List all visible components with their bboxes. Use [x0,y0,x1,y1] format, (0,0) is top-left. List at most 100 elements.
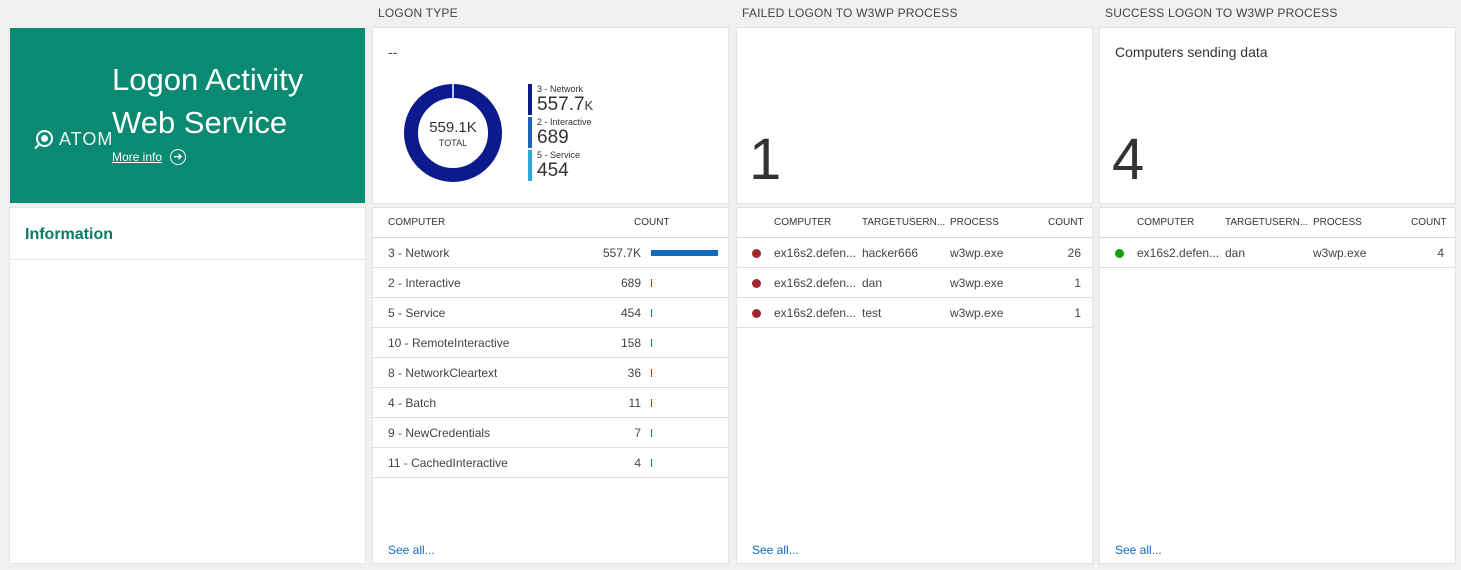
column-header-targetusername[interactable]: TARGETUSERN... [1225,217,1309,228]
count-cell: 7 [634,426,641,440]
count-cell: 454 [620,306,641,320]
table-row[interactable]: 3 - Network 557.7K [373,238,728,268]
computer-cell: ex16s2.defen... [774,306,857,320]
count-cell: 4 [634,456,641,470]
see-all-link[interactable]: See all... [752,543,799,557]
process-cell: w3wp.exe [950,246,1004,260]
table-row[interactable]: 9 - NewCredentials 7 [373,418,728,448]
legend-label: 3 - Network [537,84,584,94]
donut-total-label: TOTAL [438,137,468,148]
column-header-process[interactable]: PROCESS [950,217,999,228]
count-bar [651,279,652,287]
column-header-count[interactable]: COUNT [1411,217,1447,228]
count-cell: 689 [620,276,641,290]
table-row[interactable]: 2 - Interactive 689 [373,268,728,298]
computer-cell: 4 - Batch [388,396,437,410]
atom-logo: ATOM [34,128,113,150]
status-dot-icon [752,249,761,258]
count-bar [651,309,652,317]
table-row[interactable]: ex16s2.defen... test w3wp.exe 1 [737,298,1092,328]
targetusername-cell: hacker666 [862,246,919,260]
more-info-link[interactable]: More info ➜ [112,149,187,165]
divider [10,259,365,260]
more-info-label[interactable]: More info [112,150,163,164]
table-row[interactable]: 11 - CachedInteractive 4 [373,448,728,478]
computer-cell: 10 - RemoteInteractive [388,336,510,350]
count-cell: 1 [1074,276,1081,290]
success-logon-big-number: 4 [1112,127,1145,192]
targetusername-cell: dan [1225,246,1246,260]
count-cell: 36 [627,366,641,380]
donut-total-value: 559.1K [429,118,477,136]
table-row[interactable]: ex16s2.defen... dan w3wp.exe 4 [1100,238,1455,268]
table-row[interactable]: 4 - Batch 11 [373,388,728,418]
table-row[interactable]: 8 - NetworkCleartext 36 [373,358,728,388]
computer-cell: ex16s2.defen... [774,276,857,290]
see-all-link[interactable]: See all... [1115,543,1162,557]
targetusername-cell: test [862,306,882,320]
table-header: COMPUTER COUNT [373,208,728,238]
count-cell: 1 [1074,306,1081,320]
column-header-computer[interactable]: COMPUTER [774,217,832,228]
donut-center: 559.1K TOTAL [403,83,503,183]
legend-color-bar [528,117,532,148]
count-bar [651,429,652,437]
legend-value: 689 [537,127,569,148]
logon-type-table: COMPUTER COUNT 3 - Network 557.7K 2 - Inte… [373,208,728,563]
process-cell: w3wp.exe [1313,246,1367,260]
hero-tile: ATOM Logon Activity Web Service More inf… [10,28,365,203]
column-header-process[interactable]: PROCESS [1313,217,1362,228]
table-header: COMPUTER TARGETUSERN... PROCESS COUNT [1100,208,1455,238]
column-header-targetusername[interactable]: TARGETUSERN... [862,217,946,228]
donut-subtitle: -- [388,44,398,60]
table-row[interactable]: 10 - RemoteInteractive 158 [373,328,728,358]
success-logon-column-title: SUCCESS LOGON TO W3WP PROCESS [1105,6,1338,20]
legend-item-service[interactable]: 5 - Service 454 [528,150,593,183]
arrow-right-circle-icon[interactable]: ➜ [170,149,187,165]
status-dot-icon [1115,249,1124,258]
failed-logon-big-number: 1 [749,127,782,192]
computer-cell: ex16s2.defen... [1137,246,1220,260]
column-header-computer[interactable]: COMPUTER [1137,217,1195,228]
legend-item-network[interactable]: 3 - Network 557.7K [528,84,593,117]
legend-label: 5 - Service [537,150,581,160]
failed-logon-column-title: FAILED LOGON TO W3WP PROCESS [742,6,958,20]
table-row[interactable]: 5 - Service 454 [373,298,728,328]
count-bar [651,369,652,377]
process-cell: w3wp.exe [950,276,1004,290]
count-cell: 26 [1067,246,1081,260]
donut-legend: 3 - Network 557.7K 2 - Interactive 689 5… [528,84,593,183]
process-cell: w3wp.exe [950,306,1004,320]
computer-cell: 9 - NewCredentials [388,426,491,440]
success-subtitle: Computers sending data [1115,44,1268,60]
donut-chart[interactable] [403,83,503,183]
hero-title-line1: Logon Activity [112,62,304,97]
status-dot-icon [752,309,761,318]
hero-title: Logon Activity Web Service [112,58,303,144]
information-tile: Information [10,208,365,563]
targetusername-cell: dan [862,276,883,290]
table-row[interactable]: ex16s2.defen... dan w3wp.exe 1 [737,268,1092,298]
column-header-computer[interactable]: COMPUTER [388,217,446,228]
hero-title-line2: Web Service [112,105,288,140]
legend-item-interactive[interactable]: 2 - Interactive 689 [528,117,593,150]
success-logon-table: COMPUTER TARGETUSERN... PROCESS COUNT ex… [1100,208,1455,563]
count-bar [651,339,652,347]
information-title: Information [25,226,113,243]
logon-type-donut-tile[interactable]: -- 559.1K TOTAL 3 - Network 557.7K 2 - I… [373,28,728,203]
success-logon-count-tile[interactable]: Computers sending data 4 [1100,28,1455,203]
column-header-count[interactable]: COUNT [634,217,670,228]
legend-value: 557.7K [537,94,594,115]
failed-logon-count-tile[interactable]: 1 [737,28,1092,203]
count-bar [651,250,718,256]
count-bar [651,459,652,467]
count-cell: 158 [620,336,641,350]
legend-value: 454 [537,160,569,181]
table-header: COMPUTER TARGETUSERN... PROCESS COUNT [737,208,1092,238]
status-dot-icon [752,279,761,288]
count-bar [651,399,652,407]
column-header-count[interactable]: COUNT [1048,217,1084,228]
failed-logon-table: COMPUTER TARGETUSERN... PROCESS COUNT ex… [737,208,1092,563]
see-all-link[interactable]: See all... [388,543,435,557]
table-row[interactable]: ex16s2.defen... hacker666 w3wp.exe 26 [737,238,1092,268]
